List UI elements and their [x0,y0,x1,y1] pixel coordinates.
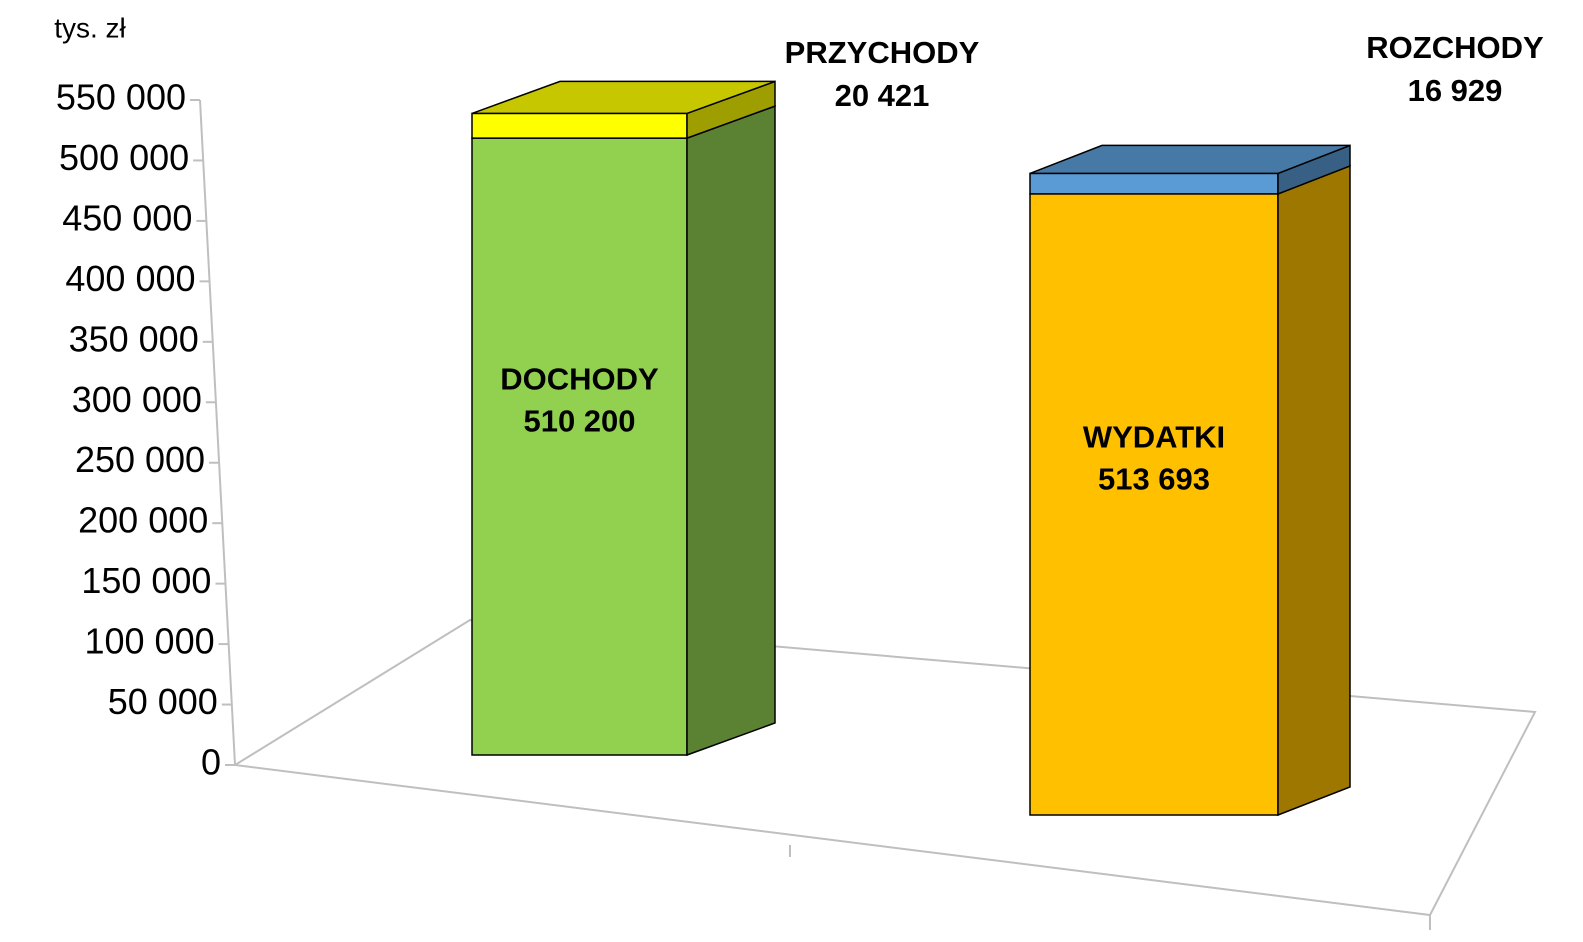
bar-face [1029,144,1351,175]
bar-segment [1029,164,1351,817]
y-tick-label: 250 000 [75,439,205,480]
segment-value: 513 693 [1098,462,1210,497]
segment-value: 16 929 [1408,73,1503,108]
y-tick-label: 50 000 [108,681,218,722]
bar-face [471,112,688,139]
segment-name: DOCHODY [500,362,659,397]
y-tick-label: 400 000 [65,258,195,299]
segment-value: 20 421 [835,78,930,113]
y-tick-label: 450 000 [62,197,192,238]
bar-face [686,105,776,757]
y-tick-label: 500 000 [59,137,189,178]
y-tick-label: 0 [201,742,221,783]
unit-label: tys. zł [54,12,126,43]
bar-segment [471,80,776,140]
bar-face [1029,193,1279,816]
y-tick-label: 300 000 [72,379,202,420]
bar-face [1029,172,1279,195]
bar-face [471,80,776,115]
floor [232,618,1537,917]
y-tick-label: 100 000 [84,621,214,662]
bar-segment [471,105,776,757]
segment-name: PRZYCHODY [785,35,980,70]
y-tick-label: 200 000 [78,500,208,541]
bar-segment [1029,144,1351,195]
y-tick-label: 150 000 [81,560,211,601]
y-tick-label: 350 000 [69,318,199,359]
bar-face [1277,164,1351,817]
segment-name: ROZCHODY [1366,30,1544,65]
y-axis [199,99,236,766]
bar-face [471,137,688,756]
segment-value: 510 200 [523,404,635,439]
segment-name: WYDATKI [1083,420,1225,455]
y-tick-label: 550 000 [56,77,186,118]
